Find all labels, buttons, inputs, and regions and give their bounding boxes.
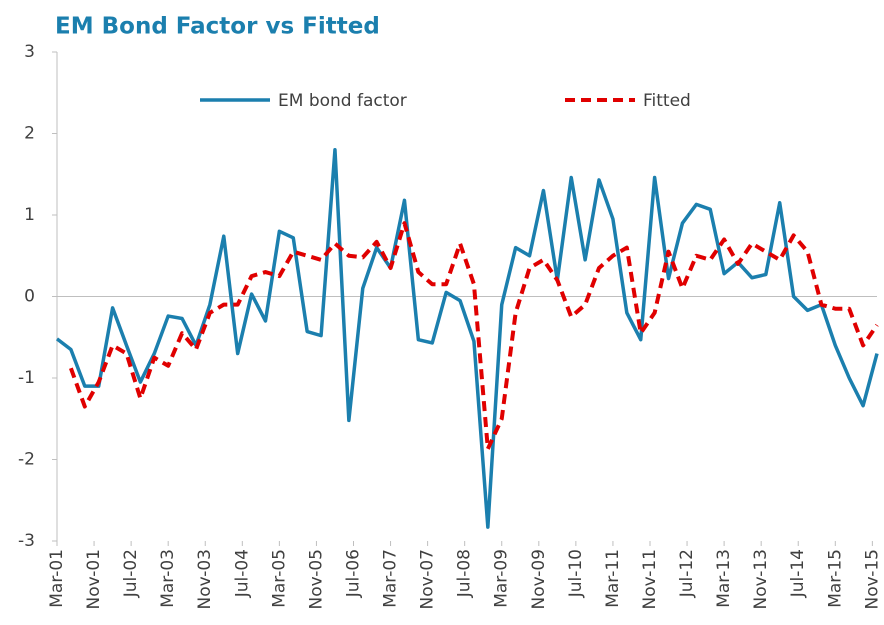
- x-tick-label: Mar-07: [381, 549, 401, 608]
- y-tick-label: 3: [24, 42, 35, 62]
- x-tick-label: Mar-11: [603, 549, 623, 608]
- x-tick-label: Mar-13: [714, 549, 734, 608]
- y-tick-label: 2: [24, 124, 35, 144]
- x-tick-label: Jul-14: [788, 549, 808, 598]
- x-tick-label: Nov-07: [418, 549, 438, 610]
- x-tick-label: Mar-05: [269, 549, 289, 608]
- y-tick-label: 0: [24, 287, 35, 307]
- x-tick-label: Nov-11: [640, 549, 660, 610]
- series-line: [69, 221, 879, 451]
- x-tick-label: Mar-09: [492, 549, 512, 608]
- x-tick-label: Jul-10: [566, 549, 586, 598]
- x-tick-label: Nov-01: [84, 549, 104, 610]
- x-tick-label: Jul-06: [343, 549, 363, 598]
- x-tick-label: Mar-03: [158, 549, 178, 608]
- series-line: [55, 148, 879, 529]
- x-tick-label: Nov-03: [195, 549, 215, 610]
- legend-label: Fitted: [643, 91, 691, 111]
- x-tick-label: Jul-02: [121, 549, 141, 598]
- x-tick-label: Mar-15: [825, 549, 845, 608]
- y-tick-label: -2: [18, 450, 35, 470]
- y-tick-label: -1: [18, 368, 35, 388]
- x-tick-label: Nov-05: [306, 549, 326, 610]
- legend-label: EM bond factor: [278, 91, 407, 111]
- x-tick-label: Nov-09: [529, 549, 549, 610]
- chart-title: EM Bond Factor vs Fitted: [55, 14, 380, 40]
- x-tick-label: Jul-04: [232, 549, 252, 598]
- x-tick-label: Nov-15: [862, 549, 882, 610]
- x-tick-label: Nov-13: [751, 549, 771, 610]
- x-tick-label: Mar-01: [47, 549, 67, 608]
- x-tick-label: Jul-08: [455, 549, 475, 598]
- y-tick-label: 1: [24, 205, 35, 225]
- y-tick-label: -3: [18, 531, 35, 551]
- x-tick-label: Jul-12: [677, 549, 697, 598]
